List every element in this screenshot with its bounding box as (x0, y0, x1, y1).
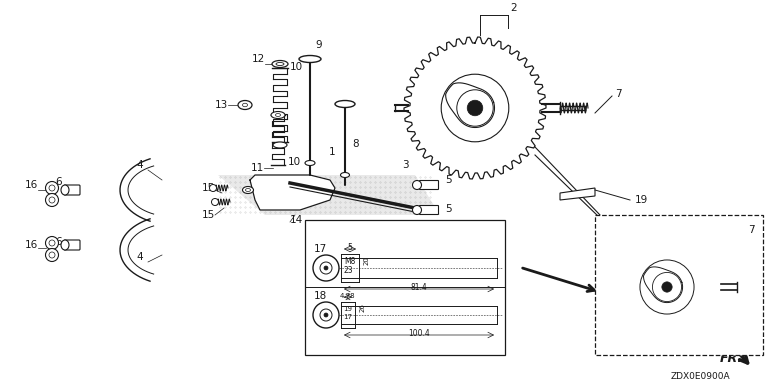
Text: 15: 15 (202, 183, 215, 193)
Text: 4.78: 4.78 (340, 293, 356, 299)
Ellipse shape (271, 111, 285, 119)
Text: 18: 18 (313, 291, 326, 301)
FancyBboxPatch shape (64, 185, 80, 195)
Text: ZDX0E0900A: ZDX0E0900A (670, 372, 730, 381)
Ellipse shape (305, 161, 315, 166)
Text: 4: 4 (137, 252, 144, 262)
Text: 4: 4 (137, 160, 144, 170)
Polygon shape (560, 188, 595, 200)
Text: 5: 5 (445, 175, 452, 185)
Text: 20: 20 (364, 256, 370, 265)
Circle shape (313, 302, 339, 328)
Ellipse shape (340, 172, 349, 177)
Text: FR.: FR. (720, 352, 743, 365)
Polygon shape (250, 175, 335, 210)
Circle shape (324, 313, 328, 317)
Ellipse shape (45, 182, 58, 195)
Ellipse shape (61, 240, 69, 250)
Text: 5: 5 (445, 204, 452, 214)
Text: 16: 16 (25, 240, 38, 250)
Ellipse shape (243, 187, 253, 194)
Text: 26: 26 (360, 303, 366, 312)
Circle shape (467, 100, 483, 116)
Ellipse shape (272, 61, 288, 68)
Circle shape (662, 282, 672, 292)
Text: 14: 14 (290, 215, 303, 225)
Polygon shape (218, 175, 440, 215)
Ellipse shape (238, 101, 252, 109)
Text: 12: 12 (252, 54, 265, 64)
Text: 16: 16 (25, 180, 38, 190)
Text: M8: M8 (344, 257, 356, 266)
Ellipse shape (299, 56, 321, 63)
Text: 81.4: 81.4 (411, 283, 427, 292)
Text: 3: 3 (402, 160, 409, 170)
FancyBboxPatch shape (419, 205, 439, 215)
Bar (595, 215, 763, 355)
Text: 8: 8 (352, 139, 359, 149)
Text: 17: 17 (343, 314, 352, 320)
Text: 5: 5 (348, 243, 353, 252)
Ellipse shape (45, 194, 58, 207)
Text: 19: 19 (343, 306, 352, 312)
Text: 6: 6 (55, 177, 61, 187)
Text: 11: 11 (250, 163, 264, 173)
Text: 7: 7 (615, 89, 621, 99)
FancyBboxPatch shape (419, 180, 439, 189)
Ellipse shape (45, 237, 58, 250)
Ellipse shape (45, 248, 58, 262)
Text: 10: 10 (288, 157, 301, 167)
Circle shape (324, 266, 328, 270)
Ellipse shape (273, 142, 287, 148)
Text: 100.4: 100.4 (408, 329, 430, 338)
Ellipse shape (210, 184, 217, 192)
Ellipse shape (211, 199, 219, 205)
Text: 6: 6 (55, 237, 61, 247)
Text: 13: 13 (215, 100, 228, 110)
Text: 19: 19 (635, 195, 648, 205)
FancyBboxPatch shape (64, 240, 80, 250)
Ellipse shape (335, 101, 355, 108)
Ellipse shape (412, 180, 422, 189)
Text: 17: 17 (313, 244, 326, 254)
Text: 23: 23 (344, 266, 353, 275)
Text: 7: 7 (748, 225, 755, 235)
Circle shape (313, 255, 339, 281)
Ellipse shape (61, 185, 69, 195)
Ellipse shape (412, 205, 422, 215)
Text: 2: 2 (510, 3, 517, 13)
Text: 9: 9 (315, 40, 322, 50)
Text: 10: 10 (290, 62, 303, 72)
Text: 15: 15 (202, 210, 215, 220)
Bar (305, 220, 505, 355)
Text: 1: 1 (329, 147, 336, 157)
